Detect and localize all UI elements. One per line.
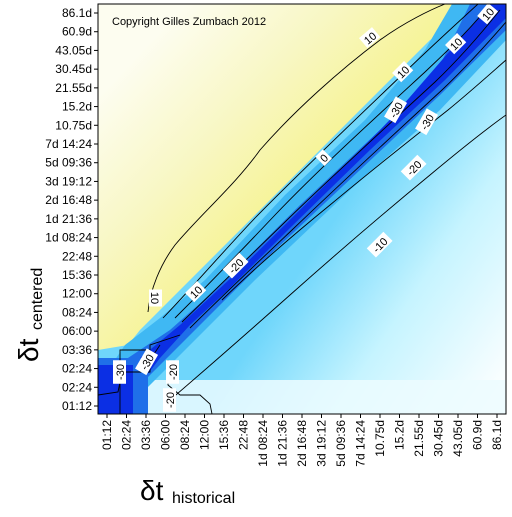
- x-tick-label: 86.1d: [490, 420, 504, 450]
- y-tick-label: 06:00: [62, 324, 92, 338]
- x-tick-label: 43.05d: [451, 420, 465, 457]
- x-tick-label: 02:24: [120, 420, 134, 450]
- y-tick-label: 86.1d: [62, 6, 92, 20]
- contour-label: 10: [148, 289, 162, 307]
- y-tick-label: 1d 21:36: [45, 212, 92, 226]
- y-tick-label: 1d 08:24: [45, 231, 92, 245]
- contour-label-text: -20: [165, 392, 177, 408]
- x-tick-label: 1d 21:36: [276, 420, 290, 467]
- contour-label-bg: [149, 289, 162, 307]
- x-tick-label: 03:36: [139, 420, 153, 450]
- x-tick-label: 08:24: [178, 420, 192, 450]
- x-tick-label: 5d 09:36: [334, 420, 348, 467]
- x-axis-label-sub: historical: [172, 490, 235, 507]
- y-tick-label: 10.75d: [55, 118, 92, 132]
- y-tick-label: 43.05d: [55, 43, 92, 57]
- contour-label-bg: [185, 281, 207, 303]
- x-axis-label-main: δt: [140, 475, 164, 506]
- x-tick-label: 22:48: [237, 420, 251, 450]
- y-tick-label: 02:24: [62, 380, 92, 394]
- contour-label-bg: [113, 360, 126, 384]
- x-axis-label: δt historical: [140, 475, 235, 507]
- contour-label-bg: [392, 61, 414, 83]
- x-tick-label: 2d 16:48: [295, 420, 309, 467]
- contour-label: -20: [166, 360, 180, 384]
- contour-label: 0: [315, 149, 332, 166]
- contour-label-bg: [166, 360, 179, 384]
- contour-label-bg: [477, 4, 499, 25]
- contour-label-text: -30: [115, 364, 127, 380]
- contour-label-bg: [222, 252, 249, 279]
- contour-label-bg: [384, 96, 408, 124]
- y-axis-label-main: δt: [13, 338, 44, 362]
- y-axis-ticks: 01:12 02:24 02:24 03:36 06:00 08:24 12:00 15:36…: [45, 6, 98, 413]
- contour-label: -20: [163, 388, 177, 412]
- contour-label-bg: [315, 149, 332, 166]
- x-tick-label: 3d 19:12: [315, 420, 329, 467]
- contour-label-bg: [163, 388, 176, 412]
- y-tick-label: 3d 19:12: [45, 174, 92, 188]
- y-tick-label: 60.9d: [62, 25, 92, 39]
- x-tick-label: 15.2d: [393, 420, 407, 450]
- y-tick-label: 08:24: [62, 305, 92, 319]
- x-tick-label: 1d 08:24: [256, 420, 270, 467]
- y-axis-label-sub: centered: [29, 268, 46, 330]
- contour-line-minus30-a: [189, 21, 506, 329]
- contour-label-bg: [135, 348, 159, 376]
- x-tick-label: 01:12: [100, 420, 114, 450]
- contour-label: -30: [113, 360, 127, 384]
- x-tick-label: 7d 14:24: [354, 420, 368, 467]
- y-tick-label: 03:36: [62, 343, 92, 357]
- x-tick-label: 21.55d: [412, 420, 426, 457]
- contour-line-minus20-b: [221, 59, 506, 301]
- upper-triangle-region: [98, 4, 500, 350]
- y-tick-label: 22:48: [62, 249, 92, 263]
- contour-label-text: 10: [148, 292, 160, 304]
- contour-label-bg: [415, 108, 439, 136]
- y-tick-label: 15:36: [62, 268, 92, 282]
- contour-label-bg: [366, 231, 393, 258]
- y-tick-label: 02:24: [62, 362, 92, 376]
- y-tick-label: 30.45d: [55, 62, 92, 76]
- y-tick-label: 7d 14:24: [45, 137, 92, 151]
- y-tick-label: 15.2d: [62, 100, 92, 114]
- contour-label-bg: [445, 33, 467, 55]
- y-tick-label: 01:12: [62, 399, 92, 413]
- x-tick-label: 10.75d: [373, 420, 387, 457]
- contour-label-bg: [358, 27, 381, 49]
- contour-label-text: -20: [168, 364, 180, 380]
- copyright-text: Copyright Gilles Zumbach 2012: [112, 16, 266, 28]
- x-tick-label: 15:36: [217, 420, 231, 450]
- x-tick-label: 60.9d: [471, 420, 485, 450]
- contour-line-10-upper: [147, 4, 446, 313]
- x-tick-label: 30.45d: [432, 420, 446, 457]
- y-tick-label: 2d 16:48: [45, 193, 92, 207]
- y-tick-label: 21.55d: [55, 81, 92, 95]
- y-tick-label: 12:00: [62, 287, 92, 301]
- x-tick-label: 06:00: [159, 420, 173, 450]
- contour-label-bg: [400, 154, 427, 181]
- contour-line-minus10-b: [169, 114, 506, 401]
- y-tick-label: 5d 09:36: [45, 156, 92, 170]
- x-axis-ticks: 01:12 02:24 03:36 06:00 08:24 12:00 15:36 22:48…: [100, 414, 504, 467]
- bottom-band: [98, 380, 506, 414]
- y-axis-label: δt centered: [13, 268, 46, 362]
- x-tick-label: 12:00: [198, 420, 212, 450]
